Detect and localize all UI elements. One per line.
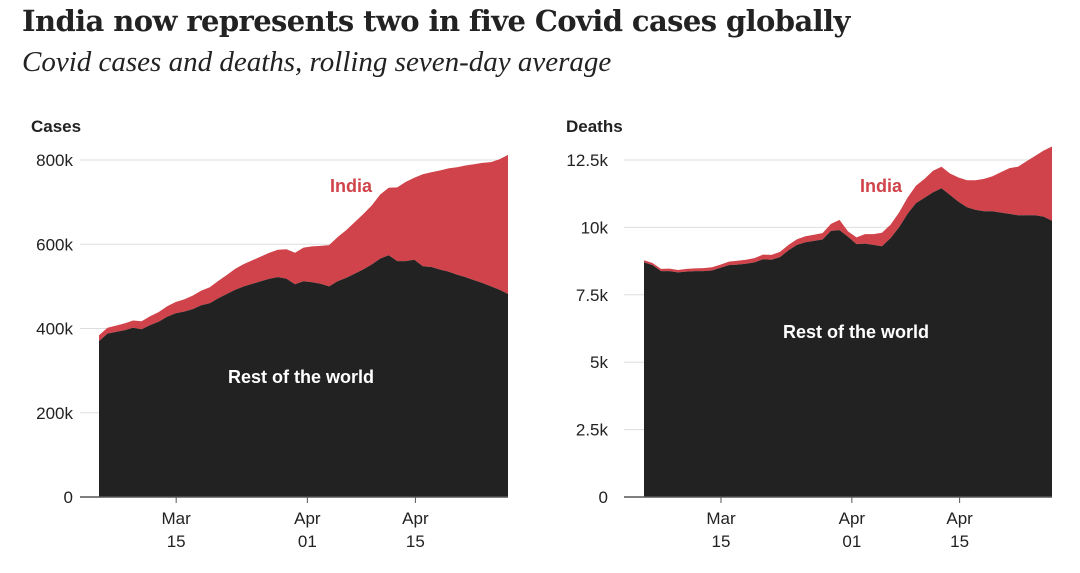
cases-rest-of-world-area [99, 255, 508, 497]
deaths-x-tick-label: Apr [946, 509, 973, 528]
deaths-y-tick-label: 12.5k [566, 151, 608, 170]
deaths-y-tick-label: 2.5k [576, 421, 609, 440]
cases-y-tick-label: 0 [64, 488, 73, 507]
cases-y-tick-label: 400k [36, 320, 73, 339]
cases-x-tick-label: Apr [402, 509, 429, 528]
deaths-x-tick-label: Mar [706, 509, 736, 528]
cases-x-tick-label: 01 [298, 532, 317, 551]
deaths-y-tick-label: 0 [599, 488, 608, 507]
cases-india-label: India [330, 176, 373, 196]
deaths-x-tick-label: 01 [842, 532, 861, 551]
deaths-y-tick-label: 5k [590, 353, 608, 372]
deaths-india-area [644, 146, 1052, 273]
deaths-x-tick-label: 15 [950, 532, 969, 551]
cases-x-tick-label: 15 [167, 532, 186, 551]
deaths-rest-of-world-label: Rest of the world [783, 322, 929, 342]
cases-chart: Cases 0 200k 400k 600k 800k Mar 15 Apr 01 Apr 15 In… [31, 117, 508, 551]
deaths-x-tick-label: Apr [839, 509, 866, 528]
chart-subtitle: Covid cases and deaths, rolling seven-da… [22, 46, 612, 78]
deaths-india-label: India [860, 176, 903, 196]
deaths-y-tick-label: 7.5k [576, 286, 609, 305]
cases-x-tick-label: Mar [162, 509, 192, 528]
cases-x-tick-label: 15 [406, 532, 425, 551]
chart-title: India now represents two in five Covid c… [22, 4, 850, 38]
deaths-rest-of-world-area [644, 188, 1052, 498]
cases-x-tick-label: Apr [294, 509, 321, 528]
deaths-x-tick-label: 15 [712, 532, 731, 551]
cases-india-area [99, 154, 508, 342]
cases-panel-label: Cases [31, 117, 81, 136]
deaths-y-tick-label: 10k [581, 218, 609, 237]
cases-rest-of-world-label: Rest of the world [228, 367, 374, 387]
cases-y-tick-label: 200k [36, 404, 73, 423]
cases-y-tick-label: 600k [36, 235, 73, 254]
deaths-panel-label: Deaths [566, 117, 623, 136]
cases-y-tick-label: 800k [36, 151, 73, 170]
